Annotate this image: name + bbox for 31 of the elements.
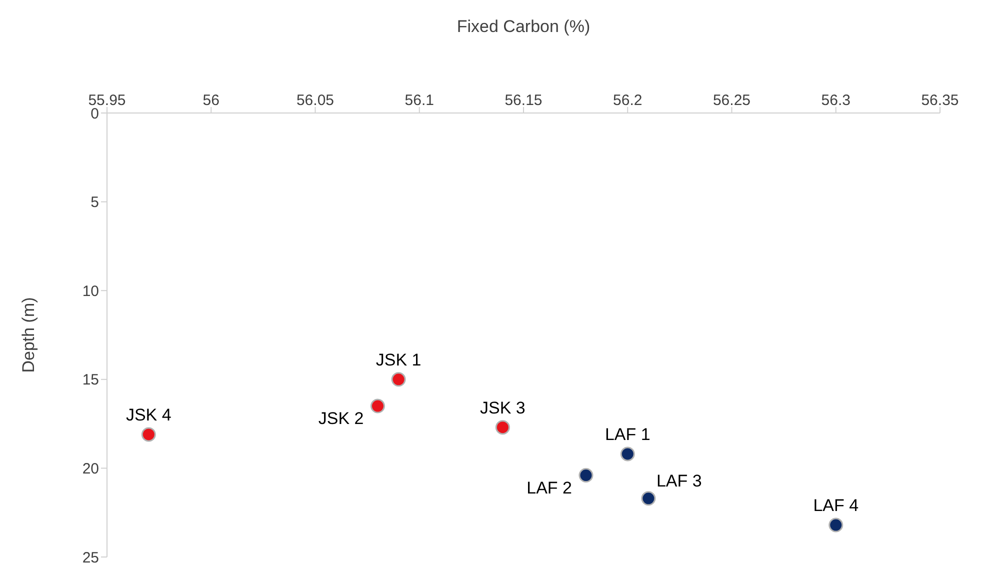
x-tick-label: 56.05 [296, 92, 334, 109]
y-axis-title: Depth (m) [19, 297, 38, 373]
y-tick-label: 5 [90, 194, 99, 212]
x-tick-label: 56.3 [821, 92, 850, 109]
x-tick-label: 56.2 [613, 92, 642, 109]
point [370, 398, 385, 414]
annotation: LAF 1 [604, 424, 650, 444]
point [391, 372, 406, 387]
point [141, 427, 156, 442]
x-tick-label: 56.1 [404, 92, 434, 109]
y-tick-label: 20 [82, 460, 99, 478]
annotation: LAF 2 [526, 478, 572, 498]
annotation: LAF 3 [656, 471, 702, 490]
y-tick-label: 25 [82, 549, 99, 566]
point [620, 446, 635, 462]
x-tick-label: 56.15 [504, 92, 542, 109]
y-tick-label: 15 [82, 372, 99, 389]
x-tick-label: 56.35 [921, 92, 959, 109]
x-axis-title: Fixed Carbon (%) [456, 17, 590, 36]
x-tick-label: 56.25 [712, 92, 751, 109]
point [495, 420, 510, 435]
annotation: JSK 4 [126, 405, 172, 424]
x-tick-label: 56 [202, 92, 220, 109]
annotation: LAF 4 [813, 496, 859, 516]
point [828, 518, 844, 532]
annotation: JSK 3 [480, 398, 526, 418]
point [578, 468, 594, 483]
y-tick-label: 10 [82, 282, 99, 300]
annotation: JSK 2 [318, 409, 364, 428]
annotation: JSK 1 [376, 350, 422, 370]
point [641, 491, 656, 506]
